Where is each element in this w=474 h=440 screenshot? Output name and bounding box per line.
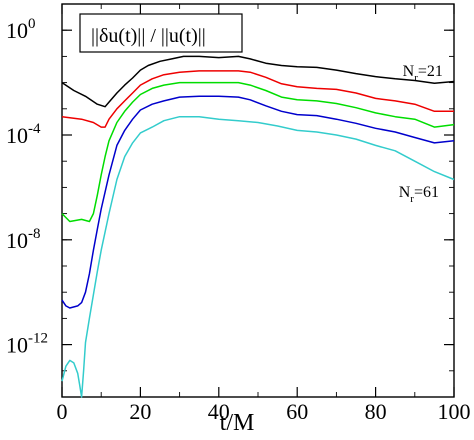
legend-text: ||δu(t)|| / ||u(t)||	[91, 25, 206, 47]
annotations: Nr=21 Nr=61	[399, 63, 443, 205]
x-tick-label: 100	[438, 399, 471, 424]
x-tick-label: 0	[57, 399, 68, 424]
x-tick-label: 80	[365, 399, 387, 424]
axes: 0 20 40 60 80 100 100 10-4 10-8 10-12	[6, 3, 471, 424]
annotation-nr61: Nr=61	[399, 184, 439, 205]
y-tick-label: 10-12	[6, 331, 48, 358]
x-tick-label: 40	[208, 399, 230, 424]
annotation-nr21: Nr=21	[403, 63, 443, 84]
y-tick-label: 10-8	[6, 226, 41, 253]
x-tick-label: 60	[286, 399, 308, 424]
series-line-1	[61, 55, 455, 108]
x-axis-label: t/M	[220, 410, 255, 436]
x-tick-label: 20	[129, 399, 151, 424]
series-line-3	[61, 81, 455, 223]
series-line-5	[61, 115, 455, 398]
series-line-2	[61, 70, 454, 128]
y-tick-label: 10-4	[6, 121, 41, 148]
plot-frame	[61, 3, 455, 398]
series-layer	[61, 55, 455, 398]
y-tick-label: 100	[6, 16, 36, 43]
series-line-4	[61, 95, 455, 309]
legend-box	[79, 13, 243, 53]
legend: ||δu(t)|| / ||u(t)||	[79, 13, 243, 53]
